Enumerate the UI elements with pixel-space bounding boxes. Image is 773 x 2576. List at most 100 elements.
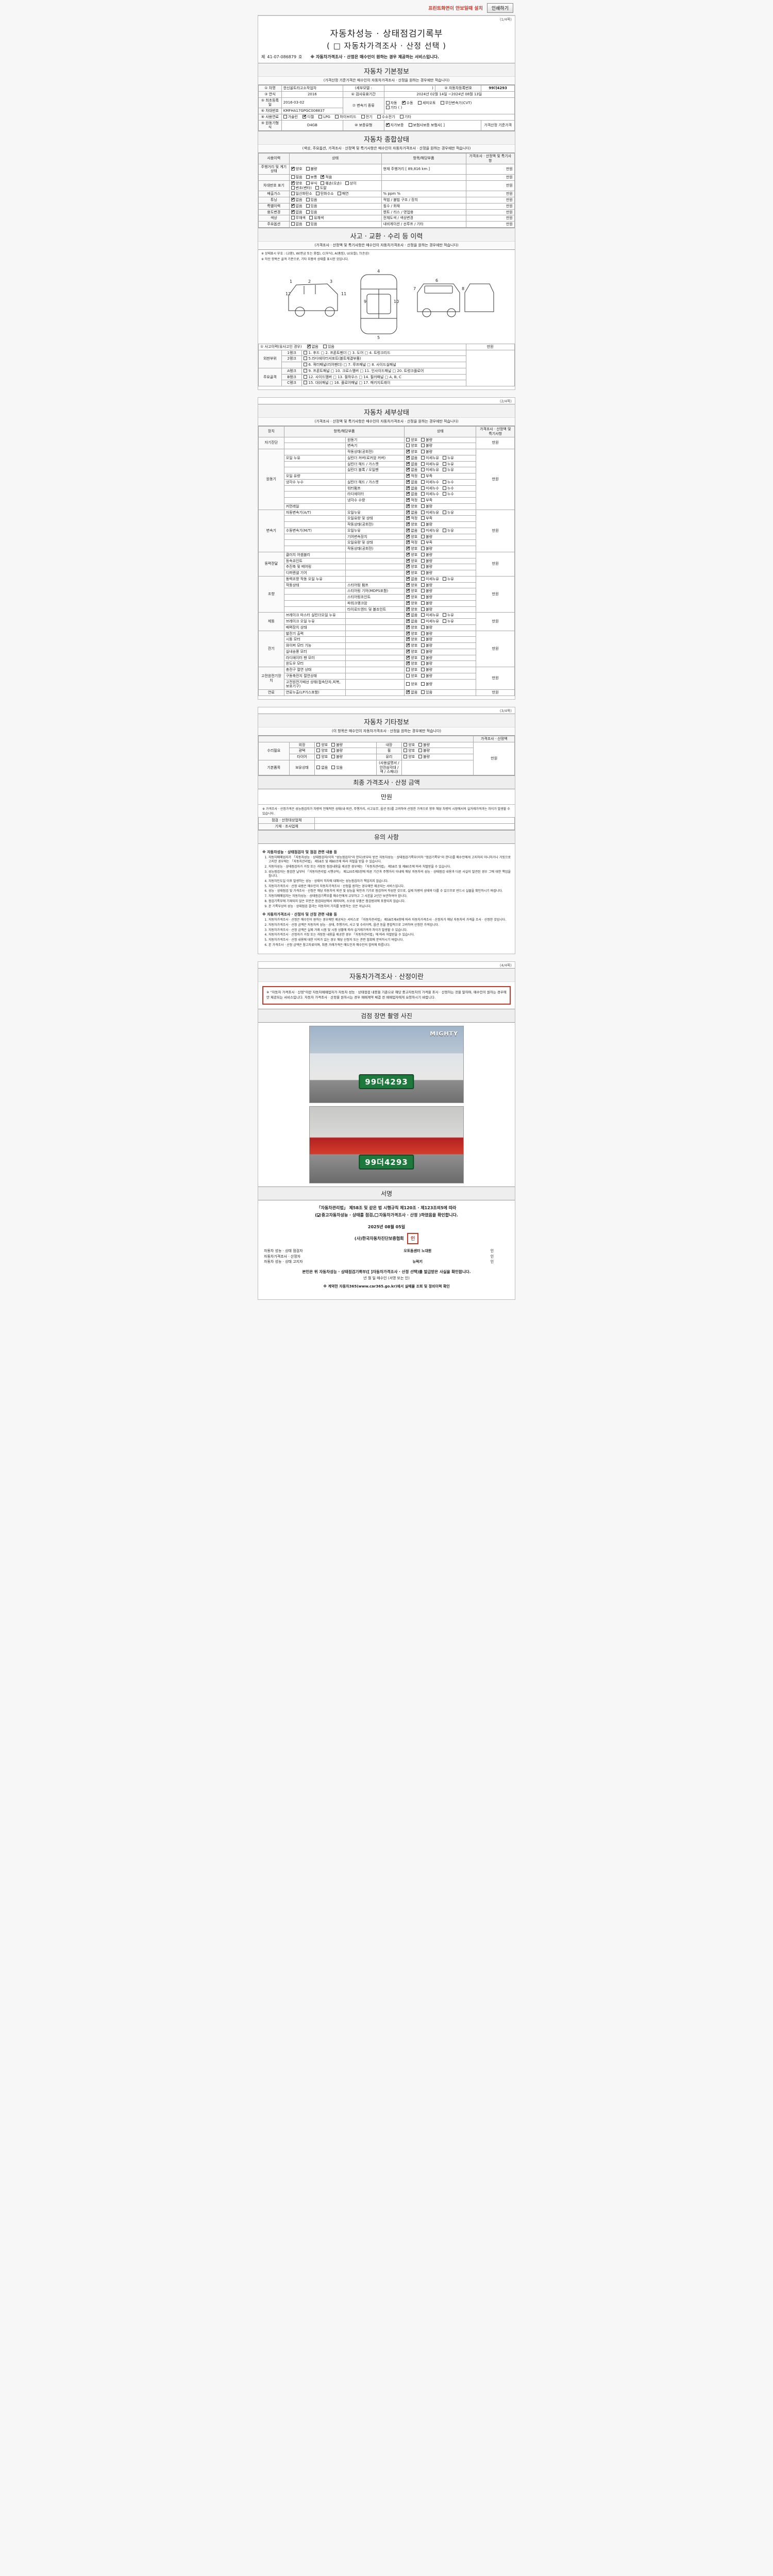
checkbox-checked-icon[interactable]: [406, 473, 410, 478]
detail-1-0-option-1[interactable]: 불량: [421, 450, 432, 454]
checkbox-icon[interactable]: [421, 643, 425, 647]
checkbox-icon[interactable]: [361, 114, 365, 118]
checkbox-checked-icon[interactable]: [406, 546, 410, 551]
detail-2-4-option-0[interactable]: 양호: [406, 534, 417, 539]
other-b-2-option-1[interactable]: 불량: [418, 755, 430, 759]
detail-3-3-option-0[interactable]: 양호: [406, 570, 417, 575]
checkbox-icon[interactable]: [315, 185, 319, 190]
checkbox-checked-icon[interactable]: [406, 467, 410, 472]
detail-1-6-option-1[interactable]: 미세누수: [421, 486, 439, 491]
checkbox-checked-icon[interactable]: [406, 588, 410, 593]
detail-2-6-option-1[interactable]: 불량: [421, 547, 432, 551]
checkbox-checked-icon[interactable]: [406, 600, 410, 605]
checkbox-icon[interactable]: [421, 462, 425, 466]
checkbox-checked-icon[interactable]: [307, 344, 311, 349]
checkbox-icon[interactable]: [421, 552, 425, 556]
detail-1-7-option-2[interactable]: 누수: [442, 492, 454, 497]
checkbox-icon[interactable]: [421, 504, 425, 508]
detail-6-4-option-1[interactable]: 불량: [421, 655, 432, 660]
overall-8-option-1[interactable]: 있음: [306, 222, 317, 227]
transmission-option-manual[interactable]: 수동: [401, 100, 413, 106]
detail-4-3-option-0[interactable]: 양호: [406, 594, 417, 600]
other-b-1-option-1[interactable]: 불량: [418, 749, 430, 753]
detail-7-2-option-1[interactable]: 불량: [421, 682, 432, 687]
detail-6-2-option-0[interactable]: 양호: [406, 642, 417, 648]
overall-2-option-2[interactable]: 훼손(오손): [321, 181, 342, 186]
checkbox-icon[interactable]: [421, 558, 425, 563]
other-a-2-option-0[interactable]: 양호: [316, 755, 328, 759]
detail-1-9-option-0[interactable]: 양호: [406, 503, 417, 509]
fuel-option-lpg[interactable]: LPG: [318, 114, 330, 120]
checkbox-icon[interactable]: [440, 101, 444, 105]
other-a-3-option-0[interactable]: 없음: [316, 765, 328, 770]
overall-2-option-3[interactable]: 상이: [345, 181, 357, 186]
detail-4-2-option-0[interactable]: 양호: [406, 588, 417, 594]
checkbox-icon[interactable]: [306, 166, 310, 171]
checkbox-icon[interactable]: [316, 749, 321, 753]
accident-option-yes[interactable]: 있음: [323, 344, 334, 349]
checkbox-icon[interactable]: [331, 749, 335, 753]
checkbox-checked-icon[interactable]: [406, 485, 410, 490]
detail-5-1-option-0[interactable]: 없음: [406, 618, 417, 624]
checkbox-icon[interactable]: [421, 637, 425, 641]
checkbox-icon[interactable]: [404, 742, 408, 747]
checkbox-icon[interactable]: [306, 210, 310, 214]
detail-3-0-option-0[interactable]: 양호: [406, 552, 417, 557]
checkbox-icon[interactable]: [421, 662, 425, 666]
checkbox-icon[interactable]: [406, 668, 410, 671]
other-a-1-option-0[interactable]: 양호: [316, 749, 328, 753]
checkbox-icon[interactable]: [442, 528, 446, 532]
detail-1-1-option-1[interactable]: 미세누유: [421, 455, 439, 461]
detail-1-1-option-0[interactable]: 없음: [406, 455, 417, 461]
overall-6-option-0[interactable]: 없음: [291, 209, 303, 215]
checkbox-icon[interactable]: [421, 528, 425, 532]
checkbox-checked-icon[interactable]: [406, 455, 410, 460]
other-b-1-option-0[interactable]: 양호: [404, 749, 415, 753]
checkbox-icon[interactable]: [374, 1213, 378, 1217]
checkbox-icon[interactable]: [421, 492, 425, 496]
checkbox-checked-icon[interactable]: [406, 515, 410, 520]
print-button[interactable]: 인쇄하기: [486, 3, 513, 13]
detail-1-8-option-1[interactable]: 부족: [421, 498, 432, 503]
checkbox-icon[interactable]: [418, 749, 423, 753]
checkbox-icon[interactable]: [316, 742, 321, 747]
detail-8-0-option-1[interactable]: 있음: [421, 690, 432, 695]
checkbox-checked-icon[interactable]: [406, 582, 410, 587]
checkbox-icon[interactable]: [442, 577, 446, 581]
detail-1-3-option-1[interactable]: 미세누유: [421, 468, 439, 472]
checkbox-icon[interactable]: [421, 607, 425, 611]
overall-1-option-1[interactable]: 보통: [306, 175, 317, 180]
fuel-option-hydrogen[interactable]: 수소전기: [377, 114, 395, 120]
checkbox-checked-icon[interactable]: [406, 564, 410, 569]
checkbox-icon[interactable]: [304, 357, 308, 361]
checkbox-icon[interactable]: [306, 175, 310, 179]
detail-4-0-option-1[interactable]: 미세누유: [421, 577, 439, 582]
fuel-option-gasoline[interactable]: 가솔린: [283, 114, 298, 120]
detail-6-0-option-1[interactable]: 불량: [421, 631, 432, 636]
checkbox-checked-icon[interactable]: [406, 612, 410, 617]
detail-7-1-option-1[interactable]: 불량: [421, 673, 432, 679]
detail-6-4-option-0[interactable]: 양호: [406, 655, 417, 660]
detail-2-5-option-1[interactable]: 부족: [421, 540, 432, 545]
detail-4-1-option-1[interactable]: 불량: [421, 583, 432, 588]
detail-5-1-option-2[interactable]: 누유: [442, 619, 454, 624]
warranty-option-self[interactable]: 자가보증: [385, 122, 404, 128]
checkbox-icon[interactable]: [421, 625, 425, 629]
overall-0-option-0[interactable]: 양호: [291, 166, 303, 172]
detail-5-2-option-0[interactable]: 양호: [406, 624, 417, 630]
detail-1-6-option-2[interactable]: 누수: [442, 486, 454, 491]
checkbox-icon[interactable]: [421, 583, 425, 587]
checkbox-icon[interactable]: [421, 510, 425, 514]
other-a-1-option-1[interactable]: 불량: [331, 749, 343, 753]
checkbox-icon[interactable]: [418, 742, 423, 747]
checkbox-icon[interactable]: [421, 613, 425, 617]
checkbox-icon[interactable]: [421, 649, 425, 653]
detail-2-2-option-1[interactable]: 불량: [421, 522, 432, 527]
checkbox-icon[interactable]: [406, 673, 410, 677]
checkbox-icon[interactable]: [421, 673, 425, 677]
checkbox-icon[interactable]: [291, 222, 295, 226]
other-a-0-option-0[interactable]: 양호: [316, 742, 328, 748]
checkbox-icon[interactable]: [442, 486, 446, 490]
checkbox-checked-icon[interactable]: [291, 197, 295, 202]
overall-6-option-1[interactable]: 있음: [306, 210, 317, 215]
